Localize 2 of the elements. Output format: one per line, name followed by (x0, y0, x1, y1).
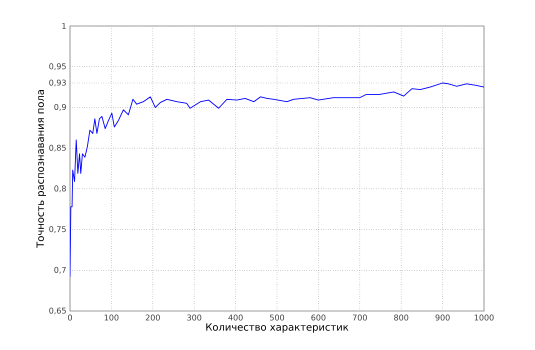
x-axis-title: Количество характеристик (206, 323, 348, 333)
y-axis-title: Точность распознавания пола (36, 90, 46, 248)
